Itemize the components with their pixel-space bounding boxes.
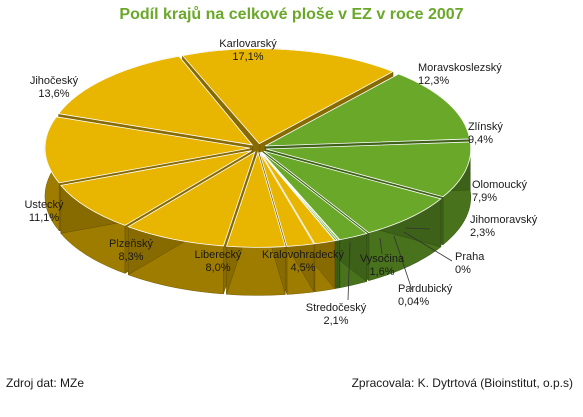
slice-label-stredočeský: Stredočeský bbox=[306, 302, 367, 314]
slice-label-moravskoslezský: Moravskoslezský bbox=[418, 62, 502, 74]
slice-ustecký-top bbox=[44, 116, 251, 184]
slice-label-praha: Praha bbox=[455, 251, 485, 263]
slice-label-plzeňský: Plzeňský bbox=[109, 238, 154, 250]
slice-label-kralovohradecký: Kralovohradecký bbox=[262, 249, 344, 261]
slice-vysočina-top bbox=[260, 151, 336, 245]
slice-label-karlovarský: Karlovarský bbox=[219, 38, 277, 50]
slice-value-karlovarský: 17,1% bbox=[232, 51, 263, 63]
slice-label-jihočeský: Jihočeský bbox=[30, 75, 79, 87]
slice-value-jihomoravský: 2,3% bbox=[470, 227, 495, 239]
leader-line-vysočina bbox=[379, 237, 383, 255]
slice-value-olomoucký: 7,9% bbox=[472, 192, 497, 204]
slice-value-liberecký: 8,0% bbox=[205, 262, 230, 274]
slice-value-praha: 0% bbox=[455, 264, 471, 276]
slice-moravskoslezský-top bbox=[264, 73, 471, 147]
slice-plzeňský-top bbox=[60, 150, 252, 226]
slice-value-plzeňský: 8,3% bbox=[118, 251, 143, 263]
slice-label-vysočina: Vysočina bbox=[360, 253, 405, 265]
slice-liberecký-top bbox=[127, 151, 256, 247]
slice-value-kralovohradecký: 4,5% bbox=[290, 262, 315, 274]
leader-line-praha bbox=[403, 231, 453, 262]
slice-value-stredočeský: 2,1% bbox=[323, 315, 348, 327]
slice-label-olomoucký: Olomoucký bbox=[472, 179, 528, 191]
slice-value-ustecký: 11,1% bbox=[29, 212, 60, 224]
slice-value-vysočina: 1,6% bbox=[369, 266, 394, 278]
slice-value-zlínský: 9,4% bbox=[468, 134, 493, 146]
slice-value-jihočeský: 13,6% bbox=[38, 88, 69, 100]
slice-stredočeský-top bbox=[259, 152, 315, 247]
slice-kralovohradecký-top bbox=[225, 151, 286, 248]
slice-olomoucký-top bbox=[263, 150, 442, 234]
slice-label-pardubický: Pardubický bbox=[398, 283, 453, 295]
slice-jihočeský-top bbox=[57, 55, 254, 146]
slice-value-moravskoslezský: 12,3% bbox=[418, 75, 449, 87]
slice-value-pardubický: 0,04% bbox=[398, 296, 429, 308]
slice-karlovarský-top bbox=[181, 48, 394, 145]
slice-label-jihomoravský: Jihomoravský bbox=[470, 214, 538, 226]
chart-title: Podíl krajů na celkové ploše v EZ v roce… bbox=[119, 6, 464, 23]
author-note: Zpracovala: K. Dytrtová (Bioinstitut, o.… bbox=[351, 376, 573, 390]
leader-line-pardubický bbox=[393, 235, 413, 291]
slice-label-ustecký: Ustecký bbox=[24, 199, 64, 211]
slice-zlínský-top bbox=[265, 141, 472, 198]
leader-line-jihomoravský bbox=[405, 227, 431, 230]
slice-jihomoravský-top bbox=[261, 151, 368, 241]
source-note: Zdroj dat: MZe bbox=[6, 376, 85, 390]
slice-label-zlínský: Zlínský bbox=[468, 121, 503, 133]
slice-label-liberecký: Liberecký bbox=[194, 249, 242, 261]
leader-line-stredočeský bbox=[347, 241, 351, 301]
